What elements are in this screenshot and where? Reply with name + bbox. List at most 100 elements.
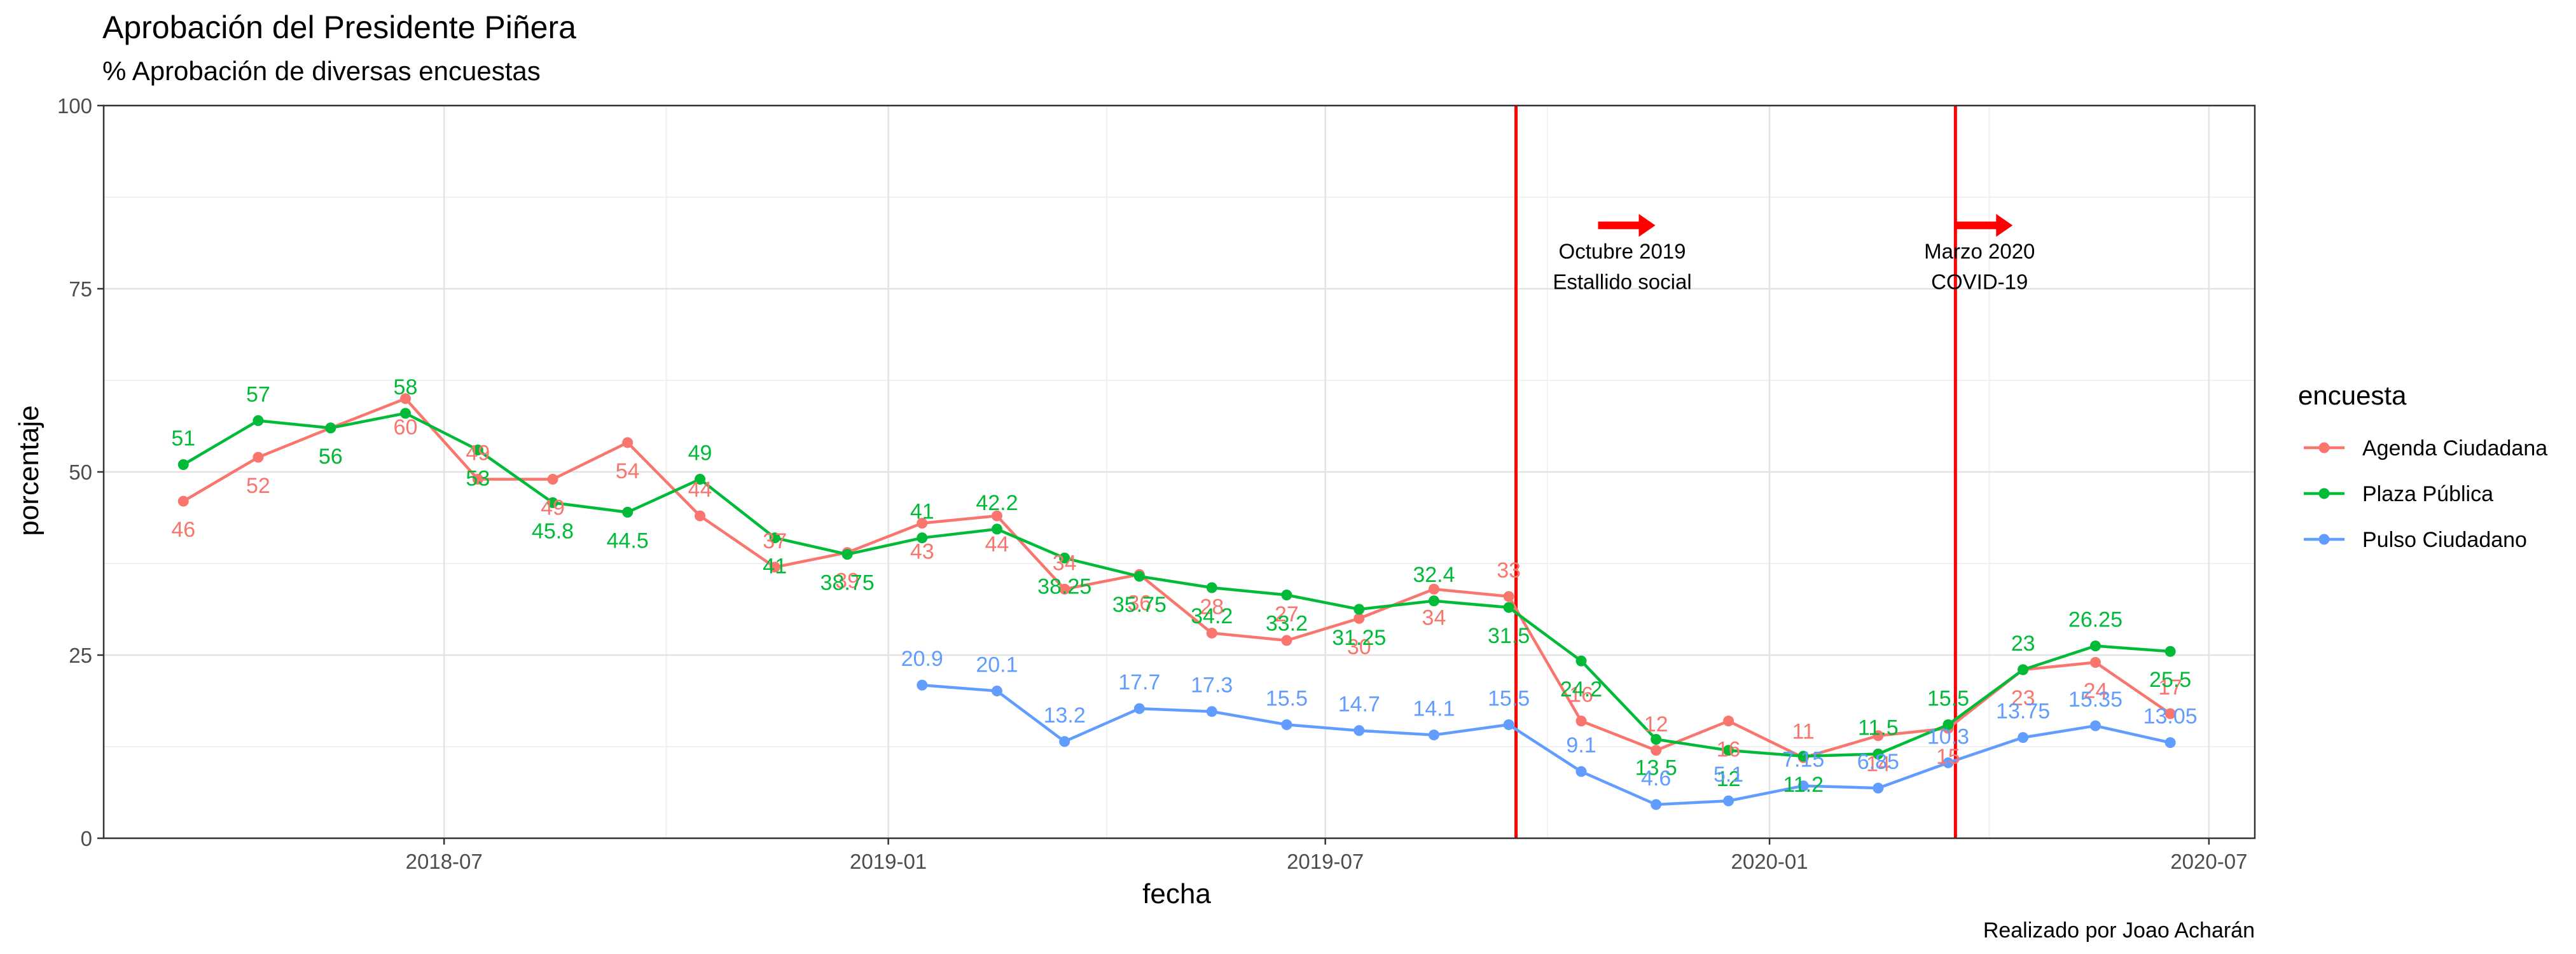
data-point-plaza-publica bbox=[253, 415, 264, 426]
x-tick-label: 2019-07 bbox=[1287, 850, 1364, 873]
data-point-agenda-ciudadana bbox=[1206, 627, 1217, 639]
x-tick-label: 2019-01 bbox=[850, 850, 927, 873]
data-label-plaza-publica: 11.2 bbox=[1783, 773, 1824, 797]
data-label-plaza-publica: 44.5 bbox=[607, 529, 649, 553]
data-point-plaza-publica bbox=[622, 506, 634, 518]
data-label-pulso-ciudadano: 10.3 bbox=[1927, 724, 1969, 749]
data-label-plaza-publica: 12 bbox=[1717, 767, 1741, 791]
data-point-pulso-ciudadano bbox=[2164, 737, 2176, 749]
data-point-plaza-publica bbox=[2164, 646, 2176, 657]
x-tick-label: 2020-07 bbox=[2170, 850, 2247, 873]
data-label-agenda-ciudadana: 56 bbox=[319, 445, 343, 469]
series-layer bbox=[177, 393, 2176, 810]
data-point-agenda-ciudadana bbox=[1503, 591, 1514, 602]
legend: encuesta Agenda Ciudadana Plaza Pública Pu… bbox=[2298, 380, 2547, 552]
data-point-pulso-ciudadano bbox=[1428, 729, 1439, 741]
data-point-plaza-publica bbox=[1942, 719, 1954, 730]
data-point-plaza-publica bbox=[991, 523, 1002, 535]
data-label-plaza-publica: 56 bbox=[319, 445, 343, 469]
data-point-pulso-ciudadano bbox=[991, 685, 1002, 696]
data-point-plaza-publica bbox=[917, 532, 928, 544]
data-point-agenda-ciudadana bbox=[1281, 635, 1292, 646]
data-point-agenda-ciudadana bbox=[547, 474, 558, 485]
data-label-plaza-publica: 49 bbox=[688, 441, 712, 466]
axes: fecha porcentaje 0 25 50 75 100 2018-07 2019-0… bbox=[13, 94, 2256, 909]
data-label-pulso-ciudadano: 13.05 bbox=[2143, 705, 2198, 729]
data-point-agenda-ciudadana bbox=[1723, 716, 1735, 727]
annotation-text: Marzo 2020 bbox=[1924, 239, 2035, 263]
data-label-plaza-publica: 57 bbox=[246, 382, 270, 406]
data-label-agenda-ciudadana: 36 bbox=[1127, 591, 1151, 615]
data-point-plaza-publica bbox=[325, 422, 336, 434]
data-label-agenda-ciudadana: 17 bbox=[2158, 675, 2182, 700]
data-point-pulso-ciudadano bbox=[917, 679, 928, 691]
data-point-plaza-publica bbox=[399, 408, 411, 419]
data-point-plaza-publica bbox=[1651, 733, 1662, 745]
data-label-pulso-ciudadano: 6.85 bbox=[1857, 750, 1899, 774]
data-label-pulso-ciudadano: 7.15 bbox=[1782, 748, 1824, 772]
data-label-plaza-publica: 53 bbox=[466, 466, 490, 490]
data-point-pulso-ciudadano bbox=[2089, 720, 2101, 731]
data-label-plaza-publica: 11.5 bbox=[1858, 716, 1899, 740]
data-label-plaza-publica: 35.75 bbox=[1112, 593, 1167, 617]
data-label-pulso-ciudadano: 17.7 bbox=[1118, 670, 1160, 695]
data-point-pulso-ciudadano bbox=[1206, 706, 1217, 717]
data-point-pulso-ciudadano bbox=[1133, 703, 1145, 714]
data-point-plaza-publica bbox=[1797, 750, 1809, 762]
data-label-agenda-ciudadana: 27 bbox=[1275, 602, 1299, 626]
data-point-pulso-ciudadano bbox=[1354, 725, 1365, 736]
data-label-agenda-ciudadana: 49 bbox=[466, 441, 490, 466]
data-label-plaza-publica: 51 bbox=[171, 426, 195, 450]
data-point-agenda-ciudadana bbox=[399, 393, 411, 404]
data-labels: 46 52 56 60 49 49 54 44 37 39 43 44 34 36 28 27 30 34 33 16… bbox=[171, 375, 2197, 797]
data-label-pulso-ciudadano: 20.1 bbox=[976, 653, 1018, 677]
legend-label-agenda-ciudadana: Agenda Ciudadana bbox=[2362, 436, 2547, 460]
data-point-agenda-ciudadana bbox=[695, 510, 706, 522]
data-label-plaza-publica: 24.2 bbox=[1560, 677, 1602, 702]
annotations: Octubre 2019 Estallido social Marzo 2020 CO… bbox=[1553, 214, 2035, 293]
annotation-text: COVID-19 bbox=[1931, 270, 2028, 293]
data-label-pulso-ciudadano: 14.1 bbox=[1413, 697, 1455, 721]
data-point-pulso-ciudadano bbox=[2018, 732, 2029, 743]
data-point-plaza-publica bbox=[1723, 745, 1735, 756]
data-label-plaza-publica: 23 bbox=[2011, 632, 2035, 656]
data-point-pulso-ciudadano bbox=[1942, 757, 1954, 768]
data-label-plaza-publica: 41 bbox=[910, 500, 934, 524]
data-label-pulso-ciudadano: 15.5 bbox=[1488, 686, 1530, 710]
data-label-plaza-publica: 31.25 bbox=[1332, 626, 1386, 650]
y-tick-label: 25 bbox=[69, 644, 92, 667]
data-label-plaza-publica: 15.5 bbox=[1927, 686, 1969, 710]
x-tick-label: 2018-07 bbox=[406, 850, 483, 873]
y-tick-label: 0 bbox=[81, 827, 92, 850]
chart-title: Aprobación del Presidente Piñera bbox=[102, 10, 576, 45]
data-label-pulso-ciudadano: 15.5 bbox=[1266, 686, 1308, 710]
legend-label-pulso-ciudadano: Pulso Ciudadano bbox=[2362, 528, 2527, 552]
data-point-pulso-ciudadano bbox=[1873, 782, 1884, 794]
series-line-plaza-publica bbox=[183, 411, 2171, 758]
data-point-plaza-publica bbox=[1575, 655, 1587, 667]
x-tick-label: 2020-01 bbox=[1731, 850, 1808, 873]
series-line-pulso-ciudadano bbox=[922, 683, 2171, 806]
data-label-pulso-ciudadano: 14.7 bbox=[1338, 693, 1380, 717]
data-label-agenda-ciudadana: 44 bbox=[985, 532, 1009, 556]
data-point-agenda-ciudadana bbox=[991, 510, 1002, 522]
data-label-pulso-ciudadano: 15.35 bbox=[2068, 688, 2122, 712]
panel-border bbox=[102, 104, 2256, 840]
data-point-pulso-ciudadano bbox=[1723, 795, 1735, 806]
data-point-agenda-ciudadana bbox=[622, 437, 634, 448]
legend-title: encuesta bbox=[2298, 380, 2407, 410]
data-point-agenda-ciudadana bbox=[1428, 583, 1439, 595]
data-label-agenda-ciudadana: 16 bbox=[1717, 738, 1741, 762]
data-point-pulso-ciudadano bbox=[1281, 719, 1292, 730]
data-point-plaza-publica bbox=[695, 474, 706, 485]
data-label-plaza-publica: 38.75 bbox=[821, 571, 875, 595]
data-point-agenda-ciudadana bbox=[253, 452, 264, 463]
data-label-agenda-ciudadana: 46 bbox=[171, 518, 195, 542]
data-point-plaza-publica bbox=[2018, 664, 2029, 675]
data-label-plaza-publica: 38.25 bbox=[1037, 574, 1091, 598]
data-point-agenda-ciudadana bbox=[917, 518, 928, 529]
data-point-agenda-ciudadana bbox=[1651, 745, 1662, 756]
data-label-pulso-ciudadano: 13.75 bbox=[1996, 700, 2050, 724]
data-label-agenda-ciudadana: 54 bbox=[616, 459, 640, 483]
